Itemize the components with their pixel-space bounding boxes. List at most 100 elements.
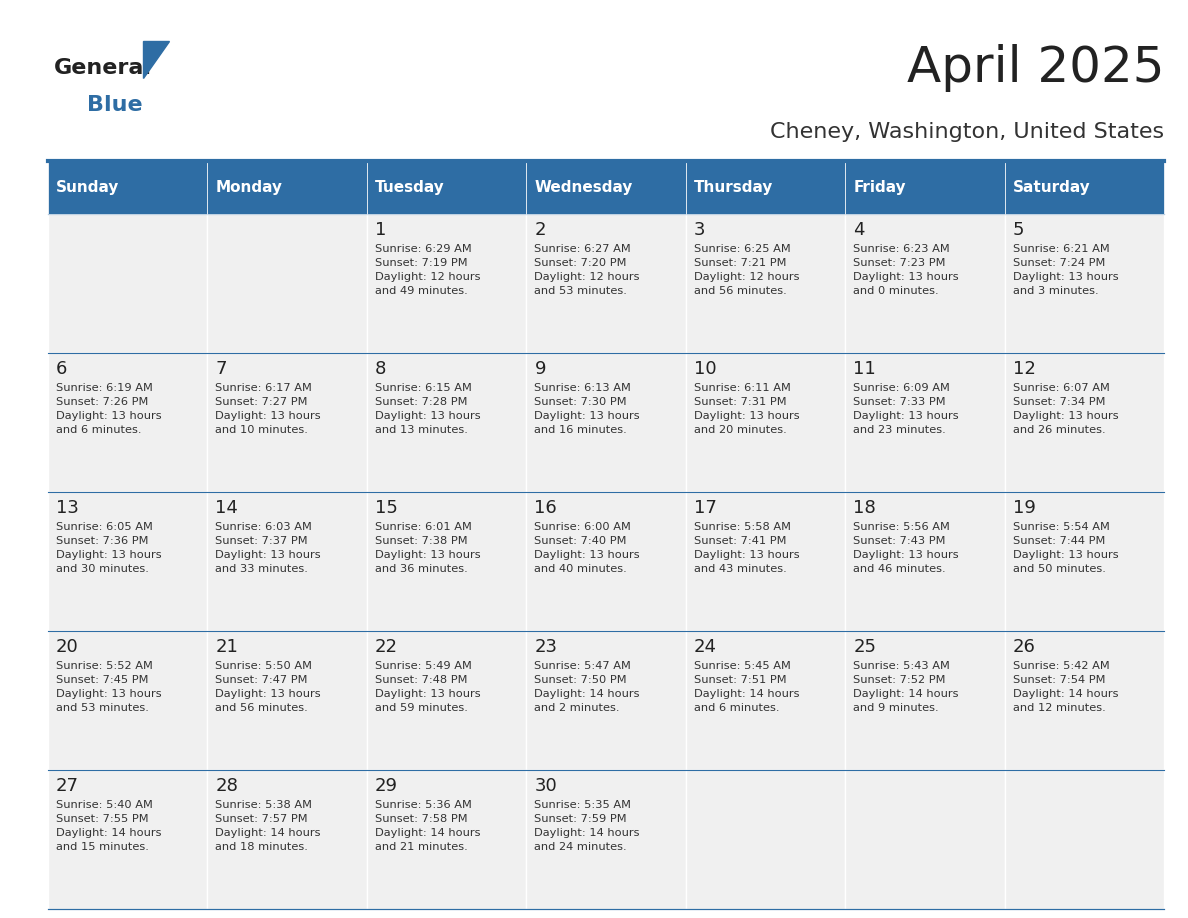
Text: 30: 30 (535, 778, 557, 795)
Text: Monday: Monday (215, 180, 283, 195)
Text: 16: 16 (535, 499, 557, 517)
Text: 1: 1 (375, 221, 386, 240)
Text: 29: 29 (375, 778, 398, 795)
Bar (685, 492, 845, 631)
Text: Wednesday: Wednesday (535, 180, 633, 195)
Text: Sunrise: 5:47 AM
Sunset: 7:50 PM
Daylight: 14 hours
and 2 minutes.: Sunrise: 5:47 AM Sunset: 7:50 PM Dayligh… (535, 661, 640, 713)
Bar (685, 353, 845, 492)
Bar (845, 770, 1005, 909)
Text: Blue: Blue (87, 95, 143, 115)
Text: Sunrise: 5:49 AM
Sunset: 7:48 PM
Daylight: 13 hours
and 59 minutes.: Sunrise: 5:49 AM Sunset: 7:48 PM Dayligh… (375, 661, 480, 713)
Text: Sunrise: 6:27 AM
Sunset: 7:20 PM
Daylight: 12 hours
and 53 minutes.: Sunrise: 6:27 AM Sunset: 7:20 PM Dayligh… (535, 244, 640, 297)
Text: 28: 28 (215, 778, 239, 795)
Text: 27: 27 (56, 778, 78, 795)
Bar (1005, 214, 1164, 353)
Text: Sunrise: 6:01 AM
Sunset: 7:38 PM
Daylight: 13 hours
and 36 minutes.: Sunrise: 6:01 AM Sunset: 7:38 PM Dayligh… (375, 522, 480, 574)
Text: Sunrise: 5:52 AM
Sunset: 7:45 PM
Daylight: 13 hours
and 53 minutes.: Sunrise: 5:52 AM Sunset: 7:45 PM Dayligh… (56, 661, 162, 713)
Text: 20: 20 (56, 638, 78, 656)
Text: Sunrise: 6:25 AM
Sunset: 7:21 PM
Daylight: 12 hours
and 56 minutes.: Sunrise: 6:25 AM Sunset: 7:21 PM Dayligh… (694, 244, 800, 297)
Text: Sunrise: 5:54 AM
Sunset: 7:44 PM
Daylight: 13 hours
and 50 minutes.: Sunrise: 5:54 AM Sunset: 7:44 PM Dayligh… (1013, 522, 1119, 574)
Text: 26: 26 (1013, 638, 1036, 656)
Text: 11: 11 (853, 360, 877, 378)
Bar (526, 492, 685, 631)
Bar (48, 353, 207, 492)
Bar (526, 631, 685, 770)
Text: Sunrise: 6:17 AM
Sunset: 7:27 PM
Daylight: 13 hours
and 10 minutes.: Sunrise: 6:17 AM Sunset: 7:27 PM Dayligh… (215, 383, 321, 435)
Text: Sunrise: 6:11 AM
Sunset: 7:31 PM
Daylight: 13 hours
and 20 minutes.: Sunrise: 6:11 AM Sunset: 7:31 PM Dayligh… (694, 383, 800, 435)
Bar (367, 161, 526, 214)
Text: 24: 24 (694, 638, 718, 656)
Text: Sunrise: 5:36 AM
Sunset: 7:58 PM
Daylight: 14 hours
and 21 minutes.: Sunrise: 5:36 AM Sunset: 7:58 PM Dayligh… (375, 800, 480, 852)
Bar (207, 770, 367, 909)
Text: Sunrise: 5:42 AM
Sunset: 7:54 PM
Daylight: 14 hours
and 12 minutes.: Sunrise: 5:42 AM Sunset: 7:54 PM Dayligh… (1013, 661, 1119, 713)
Text: Friday: Friday (853, 180, 906, 195)
Text: Sunday: Sunday (56, 180, 119, 195)
Bar (1005, 492, 1164, 631)
Bar (48, 631, 207, 770)
Text: Sunrise: 6:00 AM
Sunset: 7:40 PM
Daylight: 13 hours
and 40 minutes.: Sunrise: 6:00 AM Sunset: 7:40 PM Dayligh… (535, 522, 640, 574)
Text: 7: 7 (215, 360, 227, 378)
Bar (685, 770, 845, 909)
Text: 3: 3 (694, 221, 706, 240)
Text: 12: 12 (1013, 360, 1036, 378)
Bar (367, 214, 526, 353)
Bar (207, 214, 367, 353)
Bar (685, 631, 845, 770)
Text: 22: 22 (375, 638, 398, 656)
Bar (526, 161, 685, 214)
Text: Sunrise: 5:56 AM
Sunset: 7:43 PM
Daylight: 13 hours
and 46 minutes.: Sunrise: 5:56 AM Sunset: 7:43 PM Dayligh… (853, 522, 959, 574)
Text: 4: 4 (853, 221, 865, 240)
Text: Sunrise: 6:19 AM
Sunset: 7:26 PM
Daylight: 13 hours
and 6 minutes.: Sunrise: 6:19 AM Sunset: 7:26 PM Dayligh… (56, 383, 162, 435)
Text: Sunrise: 6:07 AM
Sunset: 7:34 PM
Daylight: 13 hours
and 26 minutes.: Sunrise: 6:07 AM Sunset: 7:34 PM Dayligh… (1013, 383, 1119, 435)
Text: 8: 8 (375, 360, 386, 378)
Text: 5: 5 (1013, 221, 1024, 240)
Bar (845, 214, 1005, 353)
Bar (367, 770, 526, 909)
Text: 6: 6 (56, 360, 68, 378)
Bar (367, 353, 526, 492)
Bar (48, 161, 207, 214)
Text: Sunrise: 5:40 AM
Sunset: 7:55 PM
Daylight: 14 hours
and 15 minutes.: Sunrise: 5:40 AM Sunset: 7:55 PM Dayligh… (56, 800, 162, 852)
Text: 18: 18 (853, 499, 877, 517)
Text: Sunrise: 5:43 AM
Sunset: 7:52 PM
Daylight: 14 hours
and 9 minutes.: Sunrise: 5:43 AM Sunset: 7:52 PM Dayligh… (853, 661, 959, 713)
Text: Sunrise: 5:58 AM
Sunset: 7:41 PM
Daylight: 13 hours
and 43 minutes.: Sunrise: 5:58 AM Sunset: 7:41 PM Dayligh… (694, 522, 800, 574)
Text: Sunrise: 6:15 AM
Sunset: 7:28 PM
Daylight: 13 hours
and 13 minutes.: Sunrise: 6:15 AM Sunset: 7:28 PM Dayligh… (375, 383, 480, 435)
Text: 17: 17 (694, 499, 716, 517)
Text: 19: 19 (1013, 499, 1036, 517)
Text: 13: 13 (56, 499, 78, 517)
Text: Cheney, Washington, United States: Cheney, Washington, United States (770, 122, 1164, 142)
Text: General: General (53, 58, 151, 78)
Text: Saturday: Saturday (1013, 180, 1091, 195)
Bar (48, 492, 207, 631)
Text: Sunrise: 5:50 AM
Sunset: 7:47 PM
Daylight: 13 hours
and 56 minutes.: Sunrise: 5:50 AM Sunset: 7:47 PM Dayligh… (215, 661, 321, 713)
Text: 15: 15 (375, 499, 398, 517)
Text: Sunrise: 5:38 AM
Sunset: 7:57 PM
Daylight: 14 hours
and 18 minutes.: Sunrise: 5:38 AM Sunset: 7:57 PM Dayligh… (215, 800, 321, 852)
Bar (685, 161, 845, 214)
Bar (845, 631, 1005, 770)
Text: Sunrise: 6:23 AM
Sunset: 7:23 PM
Daylight: 13 hours
and 0 minutes.: Sunrise: 6:23 AM Sunset: 7:23 PM Dayligh… (853, 244, 959, 297)
Text: April 2025: April 2025 (906, 44, 1164, 92)
Text: 14: 14 (215, 499, 239, 517)
Bar (1005, 770, 1164, 909)
Bar (207, 631, 367, 770)
Bar (367, 492, 526, 631)
Bar (1005, 631, 1164, 770)
Text: 9: 9 (535, 360, 546, 378)
Bar (845, 492, 1005, 631)
Bar (48, 214, 207, 353)
Text: 2: 2 (535, 221, 546, 240)
Text: Sunrise: 5:35 AM
Sunset: 7:59 PM
Daylight: 14 hours
and 24 minutes.: Sunrise: 5:35 AM Sunset: 7:59 PM Dayligh… (535, 800, 640, 852)
Bar (1005, 161, 1164, 214)
Bar (207, 492, 367, 631)
Text: 25: 25 (853, 638, 877, 656)
Text: Thursday: Thursday (694, 180, 773, 195)
Text: Sunrise: 6:03 AM
Sunset: 7:37 PM
Daylight: 13 hours
and 33 minutes.: Sunrise: 6:03 AM Sunset: 7:37 PM Dayligh… (215, 522, 321, 574)
Bar (845, 161, 1005, 214)
Text: 23: 23 (535, 638, 557, 656)
Text: Tuesday: Tuesday (375, 180, 444, 195)
Text: 10: 10 (694, 360, 716, 378)
Text: Sunrise: 6:13 AM
Sunset: 7:30 PM
Daylight: 13 hours
and 16 minutes.: Sunrise: 6:13 AM Sunset: 7:30 PM Dayligh… (535, 383, 640, 435)
Text: Sunrise: 6:09 AM
Sunset: 7:33 PM
Daylight: 13 hours
and 23 minutes.: Sunrise: 6:09 AM Sunset: 7:33 PM Dayligh… (853, 383, 959, 435)
Text: Sunrise: 6:21 AM
Sunset: 7:24 PM
Daylight: 13 hours
and 3 minutes.: Sunrise: 6:21 AM Sunset: 7:24 PM Dayligh… (1013, 244, 1119, 297)
Polygon shape (143, 41, 169, 78)
